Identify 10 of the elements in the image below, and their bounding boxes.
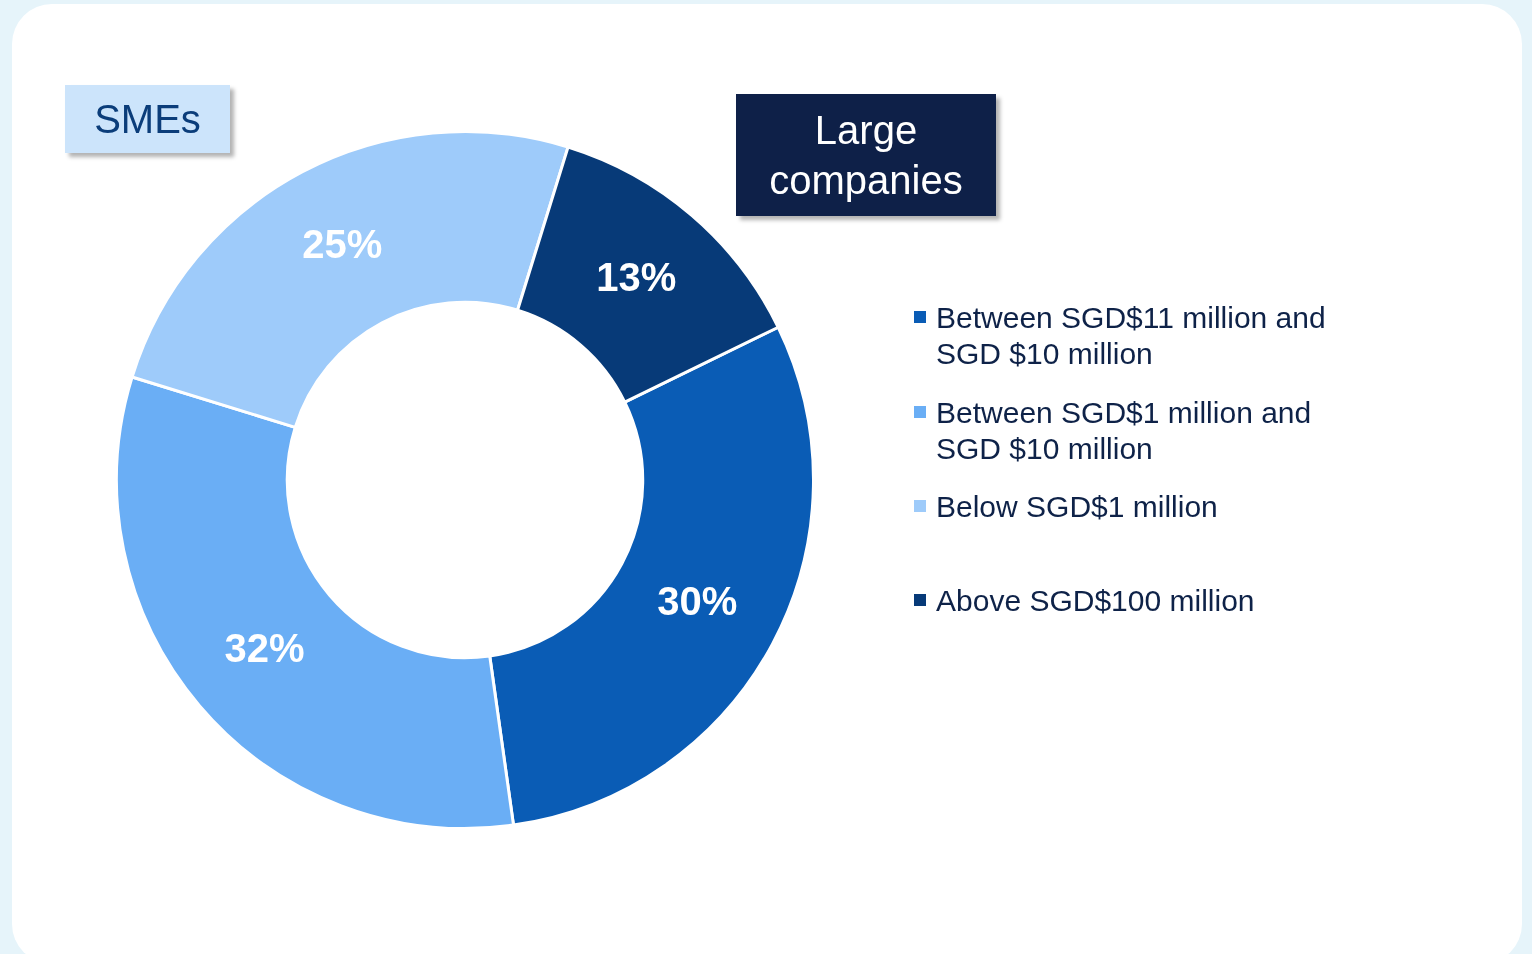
text: Large companies [736,94,996,216]
data-label: 25% [302,222,383,267]
legend-label: Between SGD$11 million and SGD $10 million [936,300,1327,372]
legend-label: Below SGD$1 million [936,489,1219,525]
data-label: 13% [596,255,677,300]
text: SMEs [65,85,230,153]
data-label: 32% [224,625,305,670]
legend-label: Above SGD$100 million [936,583,1256,619]
legend-label: Between SGD$1 million and SGD $10 million [936,395,1313,467]
data-label: 30% [657,578,738,623]
